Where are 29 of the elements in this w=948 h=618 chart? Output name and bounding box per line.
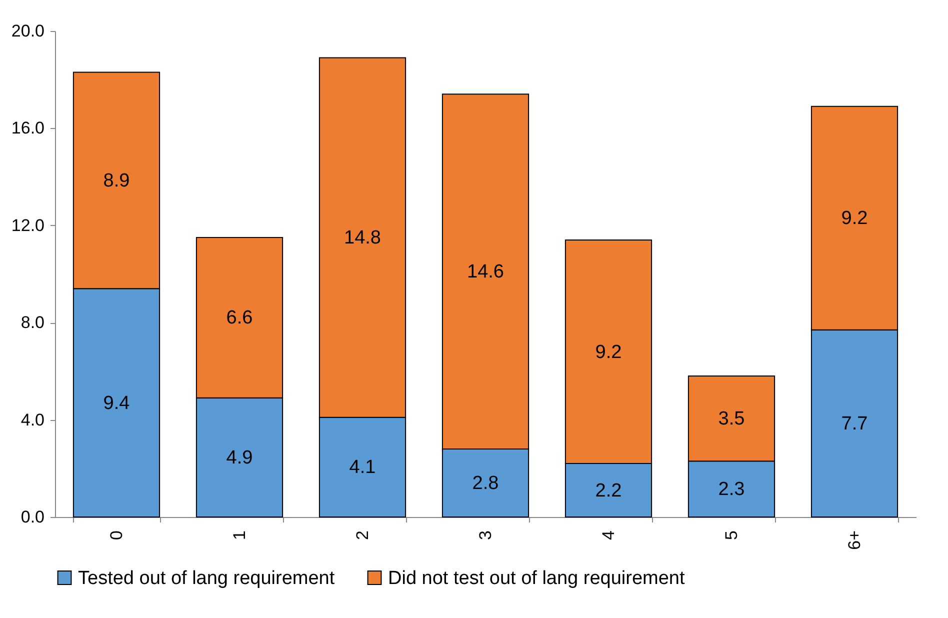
data-label: 7.7 xyxy=(841,413,868,434)
data-label: 9.4 xyxy=(103,392,130,414)
data-label: 4.1 xyxy=(349,457,376,478)
y-tick-label: 12.0 xyxy=(11,216,44,235)
y-tick-label: 8.0 xyxy=(20,313,44,332)
y-tick-label: 4.0 xyxy=(20,410,44,430)
x-tick-label: 6+ xyxy=(845,530,864,550)
data-label: 2.2 xyxy=(595,480,622,502)
data-label: 6.6 xyxy=(226,308,253,329)
data-label: 9.2 xyxy=(841,208,868,230)
x-tick-label: 0 xyxy=(107,530,126,540)
y-tick-label: 0.0 xyxy=(20,508,44,526)
x-tick-label: 1 xyxy=(230,530,249,540)
data-label: 4.9 xyxy=(226,447,253,468)
legend-label: Did not test out of lang requirement xyxy=(388,568,686,589)
x-tick-label: 5 xyxy=(722,530,741,540)
y-tick-label: 16.0 xyxy=(11,118,44,138)
data-label: 3.5 xyxy=(718,408,745,430)
data-label: 14.6 xyxy=(467,262,504,283)
data-label: 14.8 xyxy=(344,228,381,249)
y-tick-label: 20.0 xyxy=(11,22,44,40)
x-tick-label: 3 xyxy=(476,530,495,540)
x-tick-label: 4 xyxy=(599,530,618,540)
data-label: 9.2 xyxy=(595,342,622,363)
data-label: 2.8 xyxy=(472,472,499,494)
data-label: 2.3 xyxy=(718,479,745,500)
legend-label: Tested out of lang requirement xyxy=(78,568,336,589)
x-tick-label: 2 xyxy=(353,530,372,540)
data-label: 8.9 xyxy=(103,170,130,192)
